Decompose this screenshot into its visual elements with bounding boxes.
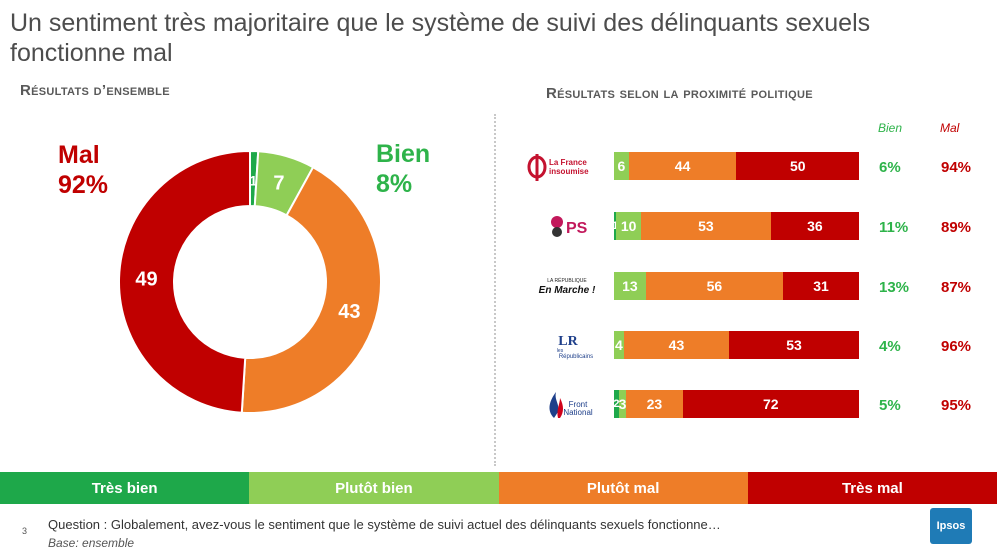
legend-plutot-mal: Plutôt mal <box>498 472 748 504</box>
total-bien: 13% <box>879 279 910 296</box>
ipsos-logo: Ipsos <box>930 508 972 544</box>
segment-plutot-bien: 13 <box>614 272 646 300</box>
lfi-logo-icon: La France insoumise <box>527 154 589 181</box>
donut-slice-label: 1 <box>249 173 257 189</box>
segment-tres-mal: 72 <box>682 390 859 418</box>
row-lr: LR les Républicains 4 43 53 4% 96% <box>520 331 990 361</box>
question-text: Question : Globalement, avez-vous le sen… <box>48 517 721 532</box>
lr-logo-line2: Républicains <box>559 354 593 360</box>
segment-tres-mal: 50 <box>736 152 859 180</box>
ps-rose-icon: PS <box>551 216 588 237</box>
ps-logo-text: PS <box>566 220 588 237</box>
stacked-bar: 4 43 53 <box>614 331 859 359</box>
lr-logo: LR les Républicains <box>520 331 610 361</box>
lfi-logo: La France insoumise <box>520 152 610 182</box>
legend-tres-bien: Très bien <box>0 472 250 504</box>
bien-word: Bien <box>376 140 431 168</box>
ps-logo: PS <box>520 212 610 242</box>
column-header-bien: Bien <box>878 121 903 135</box>
lr-logo-line1: les <box>557 348 564 354</box>
legend-plutot-bien: Plutôt bien <box>249 472 499 504</box>
segment-plutot-mal: 53 <box>640 212 771 240</box>
segment-plutot-bien: 6 <box>614 152 629 180</box>
row-en-marche: LA RÉPUBLIQUE En Marche ! 13 56 31 13% 87% <box>520 272 990 302</box>
fn-logo-line2: National <box>563 408 593 417</box>
legend-tres-mal: Très mal <box>747 472 997 504</box>
segment-tres-mal: 36 <box>770 212 859 240</box>
stacked-bar: 6 44 50 <box>614 152 859 180</box>
donut-slice <box>240 165 383 414</box>
bien-total-label: Bien 8% <box>376 139 430 199</box>
segment-plutot-bien: 3 <box>618 390 627 418</box>
segment-plutot-bien: 4 <box>614 331 624 359</box>
lr-logo-text: LR <box>558 334 578 349</box>
page-title: Un sentiment très majoritaire que le sys… <box>10 9 871 67</box>
total-mal: 95% <box>941 397 972 414</box>
lfi-logo-line2: insoumise <box>549 167 589 176</box>
segment-plutot-mal: 23 <box>626 390 683 418</box>
segment-tres-bien: 1 <box>614 212 617 240</box>
fn-logo: Front National <box>520 390 610 420</box>
base-text: Base: ensemble <box>48 536 135 550</box>
column-header-mal: Mal <box>940 121 960 135</box>
segment-plutot-mal: 56 <box>645 272 784 300</box>
donut-slice <box>117 149 251 414</box>
overall-results-heading: Résultats d’ensemble <box>20 82 170 99</box>
stacked-bar: 1105336 <box>614 212 859 240</box>
total-mal: 96% <box>941 338 972 355</box>
mal-word: Mal <box>58 141 100 169</box>
page-number: 3 <box>22 526 28 536</box>
section-divider <box>494 114 496 466</box>
row-fn: Front National 2 3 23 72 5% 95% <box>520 390 990 420</box>
total-bien: 5% <box>879 397 901 414</box>
mal-percent: 92% <box>58 171 109 199</box>
legend: Très bien Plutôt bien Plutôt mal Très ma… <box>0 472 997 504</box>
donut-chart: 1 7 43 49 <box>117 149 383 414</box>
segment-tres-mal: 31 <box>783 272 859 300</box>
fn-flame-icon: Front National <box>549 392 593 418</box>
total-bien: 6% <box>879 159 901 176</box>
donut-slice-label: 43 <box>338 301 360 323</box>
lfi-logo-line1: La France <box>549 158 587 167</box>
political-results-heading: Résultats selon la proximité politique <box>546 85 813 102</box>
segment-plutot-bien: 10 <box>616 212 641 240</box>
en-marche-logo-icon: LA RÉPUBLIQUE En Marche ! <box>539 277 596 296</box>
total-mal: 87% <box>941 279 972 296</box>
en-marche-logo-line1: LA RÉPUBLIQUE <box>547 277 587 284</box>
segment-plutot-mal: 44 <box>628 152 737 180</box>
segment-tres-mal: 53 <box>729 331 859 359</box>
donut-slice-label: 49 <box>135 269 157 291</box>
total-bien: 11% <box>879 219 909 236</box>
bien-percent: 8% <box>376 170 413 198</box>
lr-logo-icon: LR les Républicains <box>557 334 593 360</box>
total-mal: 89% <box>941 219 972 236</box>
row-ps: PS 1105336 11% 89% <box>520 212 990 242</box>
en-marche-logo-line2: En Marche ! <box>539 285 596 296</box>
mal-total-label: Mal 92% <box>58 140 108 200</box>
segment-tres-bien: 2 <box>614 390 619 418</box>
en-marche-logo: LA RÉPUBLIQUE En Marche ! <box>520 272 610 302</box>
stacked-bar: 2 3 23 72 <box>614 390 859 418</box>
segment-plutot-mal: 43 <box>623 331 730 359</box>
total-bien: 4% <box>879 338 901 355</box>
fn-logo-line1: Front <box>569 400 588 409</box>
donut-slice-label: 7 <box>273 173 284 195</box>
total-mal: 94% <box>941 159 972 176</box>
row-lfi: La France insoumise 6 44 50 6% 94% <box>520 152 990 182</box>
stacked-bar: 13 56 31 <box>614 272 859 300</box>
